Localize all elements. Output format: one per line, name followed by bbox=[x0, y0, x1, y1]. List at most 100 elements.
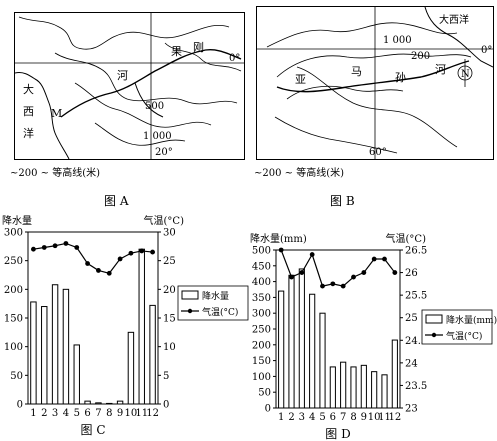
temperature-point bbox=[392, 270, 398, 275]
precip-bar bbox=[309, 293, 316, 409]
temperature-point bbox=[289, 274, 294, 280]
y-left-tick-label: 50 bbox=[258, 388, 271, 399]
temperature-point bbox=[330, 281, 336, 287]
precip-bar bbox=[106, 402, 113, 405]
y-left-tick-label: 250 bbox=[252, 325, 271, 336]
y-right-tick-label: 5 bbox=[163, 371, 169, 382]
map-a-xi: 西 bbox=[23, 105, 34, 118]
map-a-guo: 果 bbox=[171, 45, 182, 58]
temperature-point bbox=[351, 274, 356, 280]
map-b-ma: 马 bbox=[351, 65, 362, 78]
x-tick-label: 7 bbox=[340, 412, 346, 423]
y-left-tick-label: 350 bbox=[252, 293, 271, 304]
x-tick-label: 9 bbox=[361, 412, 367, 423]
map-a-caption: 图 A bbox=[104, 194, 129, 208]
chart-caption: 图 C bbox=[81, 423, 106, 437]
map-a-c500: 500 bbox=[145, 101, 164, 112]
temperature-point bbox=[128, 250, 134, 256]
y-left-tick-label: 500 bbox=[252, 246, 271, 257]
y-axis-left-label: 降水量(mm) bbox=[250, 232, 307, 245]
y-left-tick-label: 200 bbox=[4, 285, 23, 296]
temperature-point bbox=[299, 270, 305, 275]
x-tick-label: 12 bbox=[388, 412, 401, 423]
temperature-point bbox=[340, 283, 346, 289]
y-left-tick-label: 200 bbox=[252, 340, 271, 351]
precip-bar bbox=[116, 400, 124, 405]
temperature-point bbox=[41, 245, 47, 250]
legend-temp-label: 气温(°C) bbox=[446, 330, 482, 342]
map-b-lon60: 60° bbox=[369, 147, 387, 158]
precip-bar bbox=[95, 402, 102, 405]
x-tick-label: 10 bbox=[368, 412, 381, 423]
legend-bar-swatch bbox=[181, 290, 199, 300]
y-right-tick-label: 30 bbox=[163, 228, 176, 239]
precip-bar bbox=[350, 366, 357, 409]
temperature-point bbox=[278, 247, 284, 253]
map-b-atlantic: 大西洋 bbox=[439, 13, 469, 26]
x-tick-label: 1 bbox=[30, 408, 36, 419]
chart-caption: 图 D bbox=[325, 427, 350, 441]
temperature-point bbox=[31, 246, 36, 252]
temperature-line bbox=[280, 249, 396, 287]
x-tick-label: 8 bbox=[106, 408, 112, 419]
y-left-tick-label: 100 bbox=[4, 342, 23, 353]
legend-line-marker bbox=[431, 332, 437, 338]
y-left-tick-label: 300 bbox=[4, 228, 23, 239]
precip-bar bbox=[381, 374, 388, 409]
y-right-tick-label: 24 bbox=[405, 358, 418, 369]
y-left-tick-label: 450 bbox=[252, 261, 271, 272]
y-left-tick-label: 100 bbox=[252, 372, 271, 383]
x-tick-label: 7 bbox=[95, 408, 101, 419]
map-a-lat0: 0° bbox=[229, 53, 240, 64]
temperature-point bbox=[320, 283, 325, 289]
y-right-tick-label: 26 bbox=[405, 268, 418, 279]
x-tick-label: 11 bbox=[135, 408, 148, 419]
temperature-point bbox=[309, 252, 315, 257]
y-left-tick-label: 150 bbox=[4, 314, 23, 325]
temperature-point bbox=[106, 270, 112, 276]
y-right-tick-label: 20 bbox=[163, 285, 176, 296]
x-tick-label: 10 bbox=[125, 408, 138, 419]
y-left-tick-label: 150 bbox=[252, 356, 271, 367]
precip-bar bbox=[84, 400, 91, 405]
x-tick-label: 8 bbox=[350, 412, 356, 423]
precip-bar bbox=[319, 312, 326, 409]
x-tick-label: 11 bbox=[378, 412, 391, 423]
map-a-lon20: 20° bbox=[155, 147, 173, 158]
x-tick-label: 2 bbox=[288, 412, 294, 423]
x-tick-label: 12 bbox=[146, 408, 159, 419]
map-a-drawing: 果 刚 河 大 西 洋 M 500 1 000 0° 20° bbox=[15, 13, 244, 159]
legend-bar-swatch bbox=[425, 314, 443, 324]
y-right-tick-label: 0 bbox=[163, 400, 169, 411]
y-right-tick-label: 26.5 bbox=[405, 246, 427, 257]
x-tick-label: 3 bbox=[299, 412, 305, 423]
map-b-c1000: 1 000 bbox=[383, 35, 412, 46]
x-tick-label: 2 bbox=[41, 408, 47, 419]
precip-bar bbox=[371, 371, 378, 409]
plot-frame bbox=[27, 231, 159, 405]
map-b-legend: ~200 ~ 等高线(米) bbox=[254, 168, 345, 179]
precip-bar bbox=[73, 344, 80, 405]
precip-bar bbox=[340, 361, 347, 409]
y-left-tick-label: 400 bbox=[252, 277, 271, 288]
x-tick-label: 4 bbox=[63, 408, 69, 419]
y-left-tick-label: 250 bbox=[4, 256, 23, 267]
temperature-point bbox=[74, 245, 80, 250]
map-b-he: 河 bbox=[435, 63, 446, 76]
legend-temp-label: 气温(°C) bbox=[202, 306, 238, 318]
precip-bar bbox=[51, 284, 59, 405]
x-tick-label: 5 bbox=[319, 412, 325, 423]
map-b-c200: 200 bbox=[411, 51, 430, 62]
map-b-lat0: 0° bbox=[481, 45, 492, 56]
x-tick-label: 6 bbox=[84, 408, 90, 419]
temperature-point bbox=[96, 268, 101, 273]
y-right-tick-label: 10 bbox=[163, 342, 176, 353]
precip-bar bbox=[278, 290, 285, 409]
precip-bar bbox=[127, 331, 135, 405]
y-right-tick-label: 23.5 bbox=[405, 381, 427, 392]
temperature-point bbox=[117, 256, 123, 262]
map-a-m: M bbox=[51, 107, 62, 120]
precip-bar bbox=[298, 268, 305, 409]
temperature-point bbox=[150, 249, 155, 255]
x-tick-label: 1 bbox=[278, 412, 284, 423]
